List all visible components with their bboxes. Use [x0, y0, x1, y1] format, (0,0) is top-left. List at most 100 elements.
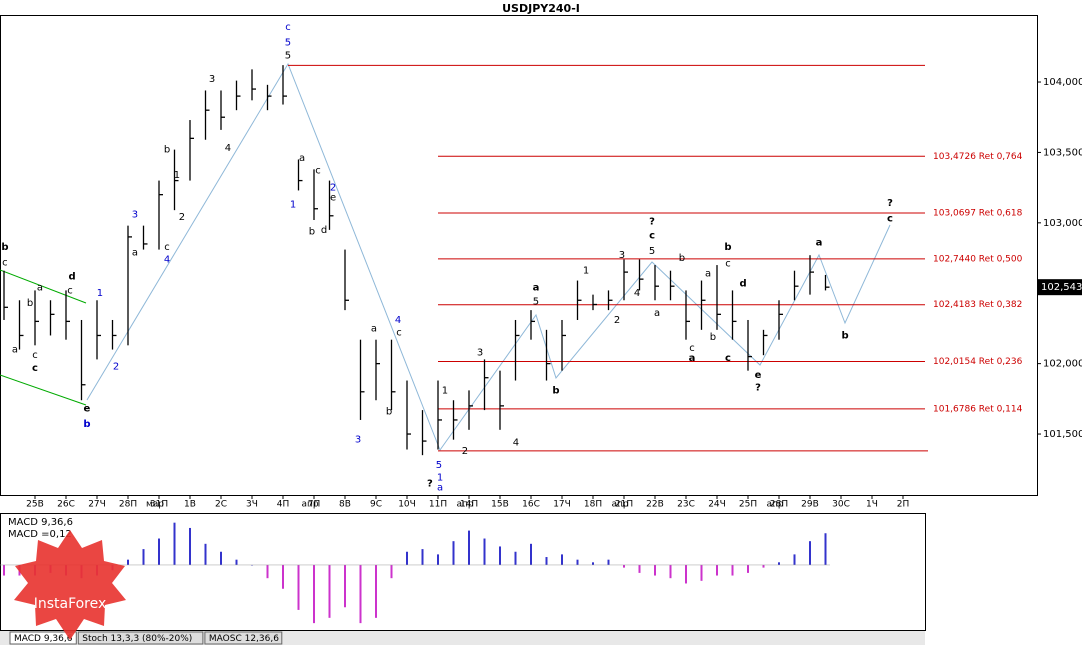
wave-label: a	[371, 323, 377, 334]
x-tick-label: 2С	[215, 500, 227, 510]
wave-label: b	[710, 332, 716, 343]
wave-label: 3	[477, 347, 483, 358]
wave-label: d	[321, 225, 327, 236]
x-tick-label: 24Ч	[708, 500, 726, 510]
fib-level-label: 103,4726 Ret 0,764	[933, 152, 1023, 162]
wave-label: e	[755, 370, 762, 381]
channel-line	[0, 269, 87, 304]
wave-label: b	[309, 226, 315, 237]
wave-label: c	[725, 259, 731, 270]
wave-label: 4	[164, 254, 170, 265]
wave-label: a	[299, 153, 305, 164]
watermark-text: InstaForex	[34, 596, 107, 612]
macd-bar	[545, 557, 548, 565]
macd-bar	[406, 551, 408, 565]
wave-label: ?	[887, 198, 893, 209]
macd-bar	[762, 564, 765, 568]
y-tick-label: 104,000	[1043, 77, 1082, 88]
wave-label: c	[2, 257, 8, 268]
wave-label: a	[12, 345, 18, 356]
wave-label: 4	[513, 437, 519, 448]
wave-label: 1	[442, 385, 448, 396]
macd-bar	[716, 564, 718, 576]
macd-bar	[824, 533, 827, 565]
macd-bar	[530, 543, 532, 565]
wave-label: 5	[436, 460, 442, 471]
wave-label: a	[37, 283, 43, 294]
wave-label: 4	[634, 288, 640, 299]
macd-bar	[778, 562, 780, 565]
macd-bar	[654, 564, 656, 576]
macd-bar	[127, 559, 129, 565]
wave-label: 1	[437, 473, 443, 484]
y-tick-label: 101,500	[1043, 429, 1082, 440]
fib-level-label: 103,0697 Ret 0,618	[933, 209, 1023, 219]
macd-bar	[142, 549, 145, 565]
macd-bar	[390, 564, 393, 579]
x-tick-label: 4П	[277, 500, 290, 510]
wave-label: ?	[755, 383, 761, 394]
wave-label: c	[285, 22, 291, 33]
wave-label: b	[841, 330, 848, 341]
watermark: InstaForex	[14, 530, 126, 640]
wave-label: 4	[225, 143, 231, 154]
y-tick-label: 102,000	[1043, 359, 1082, 370]
wave-label: c	[396, 328, 402, 339]
macd-bar	[499, 546, 501, 565]
fib-level-label: 102,0154 Ret 0,236	[933, 357, 1023, 367]
indicator-tab[interactable]	[204, 631, 283, 645]
wave-label: b	[164, 145, 170, 156]
wave-label: a	[705, 269, 711, 280]
wave-label: 2	[179, 212, 185, 223]
wave-label: d	[739, 278, 746, 289]
wave-label: 2	[462, 446, 468, 457]
indicator-tab-label: MACD 9,36,6	[14, 634, 73, 644]
macd-label: MACD 9,36,6	[8, 517, 73, 528]
macd-frame	[0, 513, 926, 631]
wave-lines	[0, 62, 891, 452]
x-tick-label: 28П	[770, 500, 788, 510]
y-tick-label: 103,500	[1043, 147, 1082, 158]
macd-bar	[793, 554, 796, 565]
wave-label: b	[386, 407, 392, 418]
x-tick-label: 28П	[119, 500, 137, 510]
macd-bar	[359, 564, 362, 624]
wave-label: d	[68, 271, 75, 282]
x-tick-label: 22В	[646, 500, 664, 510]
wave-label: 2	[113, 361, 119, 372]
month-label: апр	[766, 500, 783, 510]
x-tick-label: 29В	[801, 500, 819, 510]
fib-level-label: 102,7440 Ret 0,500	[933, 254, 1023, 264]
macd-bar	[235, 559, 238, 565]
macd-bar	[266, 564, 269, 579]
x-tick-label: 1Ч	[866, 500, 878, 510]
indicator-tab[interactable]	[77, 631, 204, 645]
x-tick-label: 10Ч	[398, 500, 416, 510]
macd-bar	[731, 564, 734, 576]
wave-label: 4	[395, 315, 401, 326]
macd-bar	[623, 564, 625, 568]
macd-bar	[747, 564, 749, 573]
x-tick-label: 27Ч	[88, 500, 106, 510]
indicator-tab[interactable]	[9, 631, 77, 645]
x-tick-label: 30С	[832, 500, 850, 510]
macd-bar	[282, 564, 284, 589]
month-label: апр	[611, 500, 628, 510]
wave-label: b	[552, 385, 559, 396]
wave-label: b	[679, 253, 685, 264]
fib-level-label: 101,6786 Ret 0,114	[933, 404, 1023, 414]
wave-label: e	[330, 192, 336, 203]
wave-label: 1	[97, 288, 103, 299]
macd-bar	[297, 564, 300, 610]
wave-label: c	[649, 230, 655, 241]
wave-label: 2	[614, 315, 620, 326]
macd-value: MACD =0,12	[8, 529, 72, 540]
wave-label: a	[816, 238, 823, 249]
macd-bar	[204, 543, 207, 565]
wave-label: 1	[583, 266, 589, 277]
wave-label: b	[724, 242, 731, 253]
macd-bar	[437, 554, 439, 565]
wave-label: 3	[209, 74, 215, 85]
macd-bar	[685, 564, 687, 584]
